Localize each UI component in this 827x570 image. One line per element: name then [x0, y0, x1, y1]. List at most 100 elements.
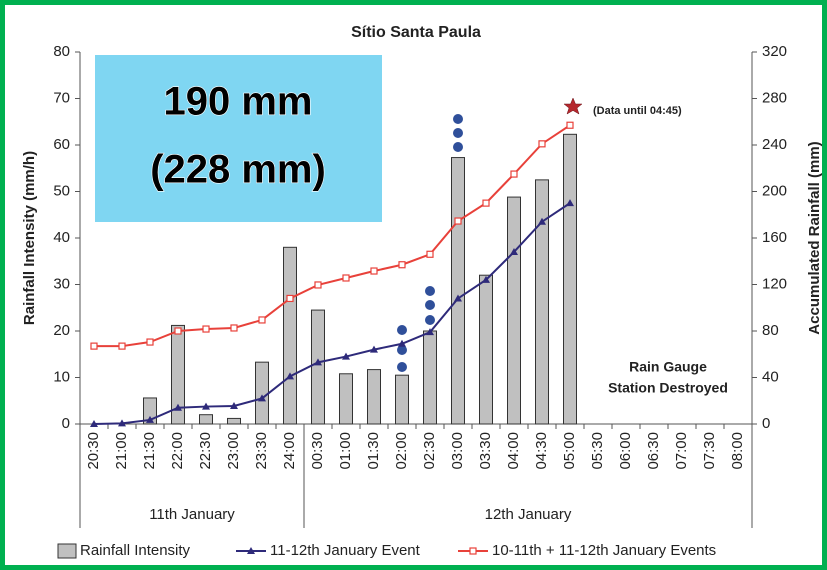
star-marker: [563, 97, 583, 115]
line-marker: [469, 547, 477, 555]
line-marker: [510, 170, 518, 178]
group-label: 12th January: [485, 506, 572, 523]
x-tick-label: 04:00: [505, 432, 522, 470]
line-marker: [426, 328, 434, 336]
dot-markers: [397, 114, 463, 372]
dot: [453, 128, 463, 138]
callout-text: 190 mm: [164, 80, 313, 124]
line-marker: [370, 267, 378, 275]
dot: [397, 325, 407, 335]
dot: [425, 300, 435, 310]
line-marker: [118, 419, 126, 427]
x-tick-label: 02:00: [393, 432, 410, 470]
dot: [425, 315, 435, 325]
x-tick-label: 03:00: [449, 432, 466, 470]
line-marker: [258, 316, 266, 324]
group-label: 11th January: [149, 506, 235, 523]
line-marker: [454, 294, 462, 302]
y2-tick-label: 120: [762, 275, 787, 292]
dot: [397, 345, 407, 355]
y-axis-label: Rainfall Intensity (mm/h): [21, 151, 38, 325]
x-tick-label: 22:00: [169, 432, 186, 470]
legend-label: Rainfall Intensity: [80, 542, 191, 559]
y-tick-label: 0: [62, 415, 70, 432]
annotation: Station Destroyed: [608, 380, 728, 396]
y2-tick-label: 160: [762, 229, 787, 246]
line-marker: [370, 345, 378, 353]
line-marker: [230, 324, 238, 332]
y-tick-label: 20: [53, 322, 70, 339]
line-marker: [398, 339, 406, 347]
x-tick-label: 21:30: [141, 432, 158, 470]
bar: [367, 369, 381, 425]
line: [93, 202, 571, 425]
line-marker: [174, 403, 182, 411]
annotation: Rain Gauge: [629, 359, 707, 375]
x-tick-label: 22:30: [197, 432, 214, 470]
line: [94, 124, 571, 348]
bar: [535, 179, 549, 425]
line-marker: [146, 415, 154, 423]
x-tick-label: 23:30: [253, 432, 270, 470]
x-tick-label: 07:00: [673, 432, 690, 470]
x-tick-label: 06:00: [617, 432, 634, 470]
line-marker: [247, 547, 255, 554]
line-marker: [566, 121, 574, 129]
x-tick-label: 03:30: [477, 432, 494, 470]
line-marker: [566, 199, 574, 207]
bar: [199, 414, 213, 425]
y2-tick-label: 80: [762, 322, 779, 339]
x-tick-label: 20:30: [85, 432, 102, 470]
y-tick-label: 10: [53, 368, 70, 385]
x-tick-label: 21:00: [113, 432, 130, 470]
legend-label: 10-11th + 11-12th January Events: [492, 542, 716, 559]
x-tick-label: 06:30: [645, 432, 662, 470]
line-marker: [90, 342, 98, 350]
bar: [423, 330, 437, 425]
bar: [395, 374, 409, 425]
line-marker: [286, 372, 294, 380]
line-marker: [482, 275, 490, 283]
y-tick-label: 30: [53, 275, 70, 292]
line-marker: [90, 420, 98, 427]
line-marker: [426, 250, 434, 258]
x-tick-label: 24:00: [281, 432, 298, 470]
annotation: (Data until 04:45): [593, 105, 682, 117]
y2-tick-label: 0: [762, 415, 770, 432]
y2-tick-label: 200: [762, 182, 787, 199]
y-tick-label: 80: [53, 43, 70, 60]
x-tick-label: 01:00: [337, 432, 354, 470]
y-tick-label: 50: [53, 182, 70, 199]
line-marker: [482, 199, 490, 207]
x-tick-label: 07:30: [701, 432, 718, 470]
bar: [479, 274, 493, 425]
line-marker: [230, 401, 238, 409]
x-tick-label: 04:30: [533, 432, 550, 470]
bar: [339, 373, 353, 425]
line-marker: [454, 217, 462, 225]
x-tick-label: 05:00: [561, 432, 578, 470]
chart-title: Sítio Santa Paula: [351, 24, 481, 41]
bar: [171, 324, 185, 425]
bar: [563, 133, 577, 425]
legend-swatch: [57, 543, 77, 559]
line-marker: [314, 358, 322, 366]
callout-box: [95, 55, 382, 222]
y2-tick-label: 320: [762, 43, 787, 60]
dot: [453, 114, 463, 124]
line-marker: [286, 294, 294, 303]
callout-text: (228 mm): [150, 148, 326, 192]
line-marker: [174, 327, 182, 335]
line-marker: [510, 247, 518, 255]
bar: [283, 246, 297, 425]
y2-tick-label: 40: [762, 368, 779, 385]
legend-label: 11-12th January Event: [270, 542, 421, 559]
bar: [227, 417, 241, 425]
line-marker: [146, 338, 154, 346]
x-tick-label: 02:30: [421, 432, 438, 470]
x-tick-label: 05:30: [589, 432, 606, 470]
line-marker: [342, 352, 350, 360]
line-marker: [398, 261, 406, 269]
dot: [397, 362, 407, 372]
